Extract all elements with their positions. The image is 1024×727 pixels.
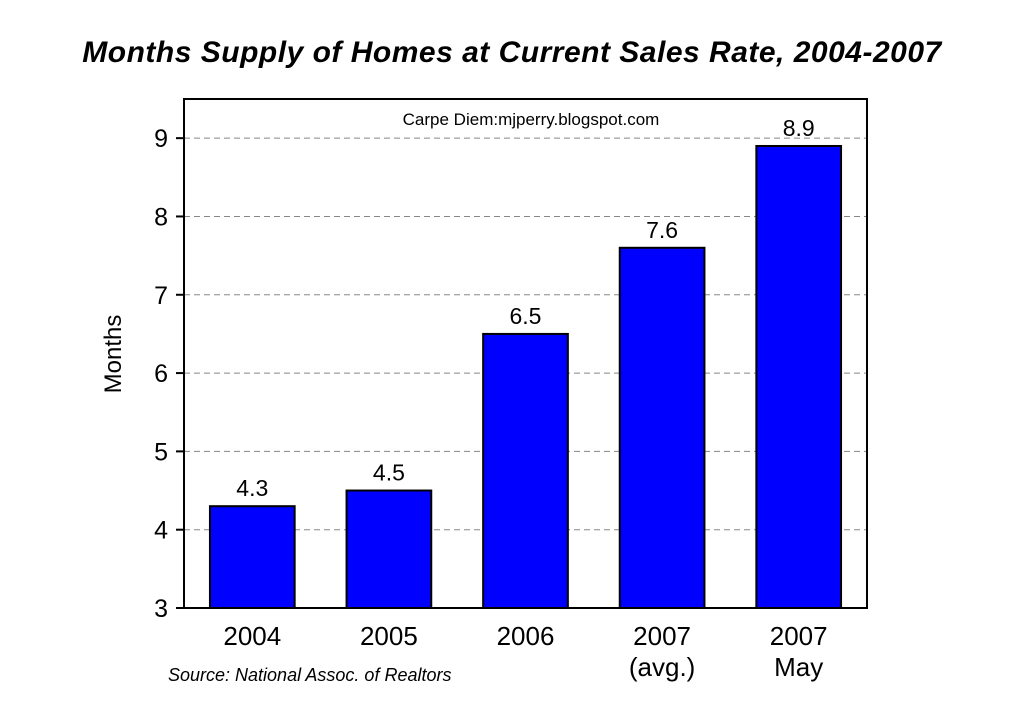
source-note: Source: National Assoc. of Realtors [168, 665, 452, 685]
bar [482, 332, 569, 609]
bar-value-label: 7.6 [646, 217, 678, 243]
y-axis-ticks: 3 4 5 6 7 8 9 [154, 125, 184, 623]
x-category-label: 2006 [497, 621, 555, 651]
bar [345, 489, 433, 609]
y-tick-label: 8 [154, 203, 168, 231]
plot-frame [183, 98, 868, 609]
y-tick-label: 3 [154, 595, 168, 623]
x-category-label: 2005 [360, 621, 418, 651]
bar-value-label: 6.5 [510, 303, 542, 329]
chart-title: Months Supply of Homes at Current Sales … [82, 36, 942, 69]
data-labels: 4.3 4.5 6.5 7.6 8.9 [236, 115, 814, 501]
bar-value-label: 4.3 [236, 475, 268, 501]
bar [755, 144, 843, 609]
x-category-label: May [774, 652, 823, 682]
chart-annotation: Carpe Diem:mjperry.blogspot.com [403, 110, 660, 129]
x-category-label: (avg.) [629, 652, 695, 682]
bar [208, 505, 296, 610]
x-category-label: 2007 [770, 621, 828, 651]
bars [208, 144, 843, 610]
y-tick-label: 5 [154, 438, 168, 466]
bar-value-label: 4.5 [373, 460, 405, 486]
y-tick-label: 9 [154, 125, 168, 153]
y-tick-label: 4 [154, 517, 168, 545]
y-tick-label: 6 [154, 360, 168, 388]
x-category-label: 2007 [633, 621, 691, 651]
bar-value-label: 8.9 [783, 115, 815, 141]
y-tick-label: 7 [154, 282, 168, 310]
bar [618, 246, 706, 610]
y-axis-label: Months [100, 315, 127, 394]
x-category-label: 2004 [223, 621, 281, 651]
